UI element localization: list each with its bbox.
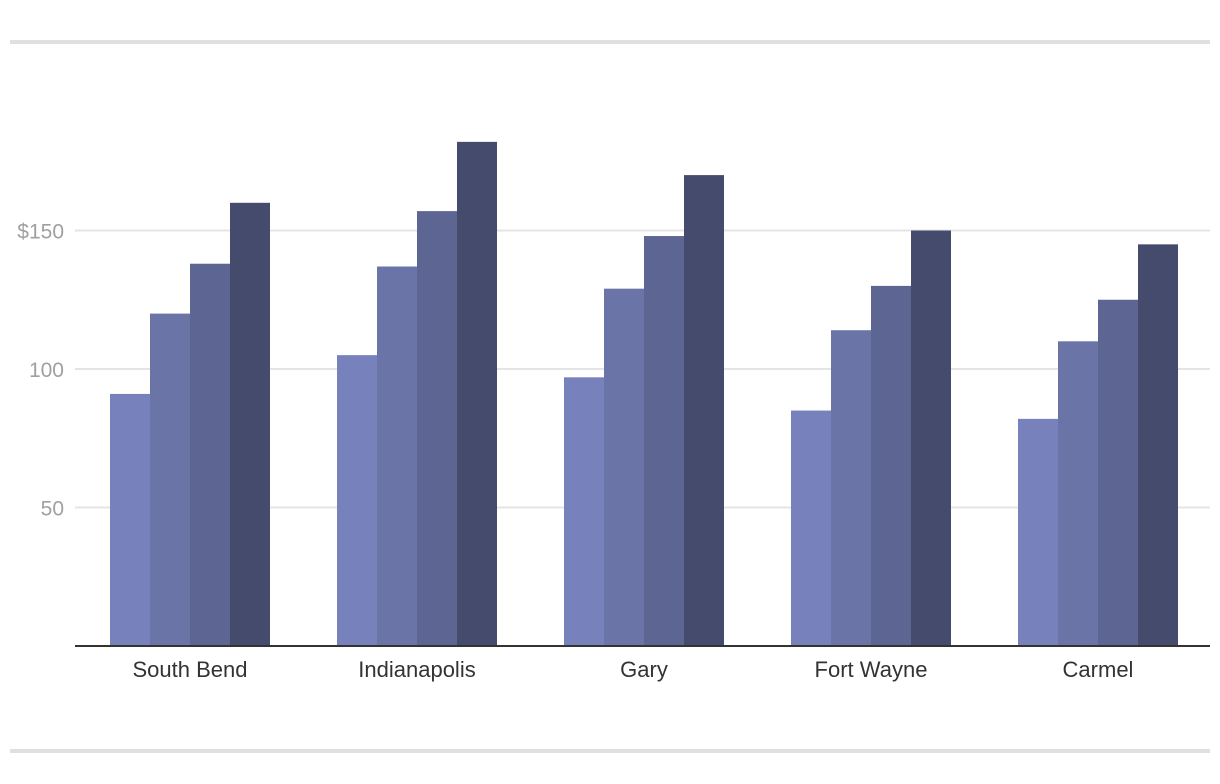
bar [684,175,724,646]
bar [644,236,684,647]
bar [337,355,377,646]
x-tick-label: Carmel [1063,657,1134,682]
bar [791,410,831,646]
bar [230,202,270,647]
bar [457,141,497,647]
bar [604,288,644,646]
bar [1018,418,1058,646]
top-divider [10,40,1210,44]
bar [417,211,457,647]
bar [911,230,951,646]
y-tick-label: $150 [17,221,64,244]
bars [110,141,1178,647]
bar [871,285,911,646]
bar [377,266,417,646]
bar [1138,244,1178,646]
x-tick-label: Gary [620,657,668,682]
x-tick-label: Fort Wayne [815,657,928,682]
axis-labels: 50 100 $150 South Bend Indianapolis Gary Fort … [17,221,1133,683]
bar [564,377,604,646]
x-tick-label: Indianapolis [358,657,475,682]
bar [110,393,150,646]
bar [150,313,190,646]
y-tick-label: 100 [29,359,64,382]
bar [831,330,871,646]
x-tick-label: South Bend [133,657,248,682]
bar [1058,341,1098,646]
y-tick-label: 50 [41,498,64,521]
bottom-divider [10,749,1210,753]
bar [1098,299,1138,646]
bar [190,263,230,646]
